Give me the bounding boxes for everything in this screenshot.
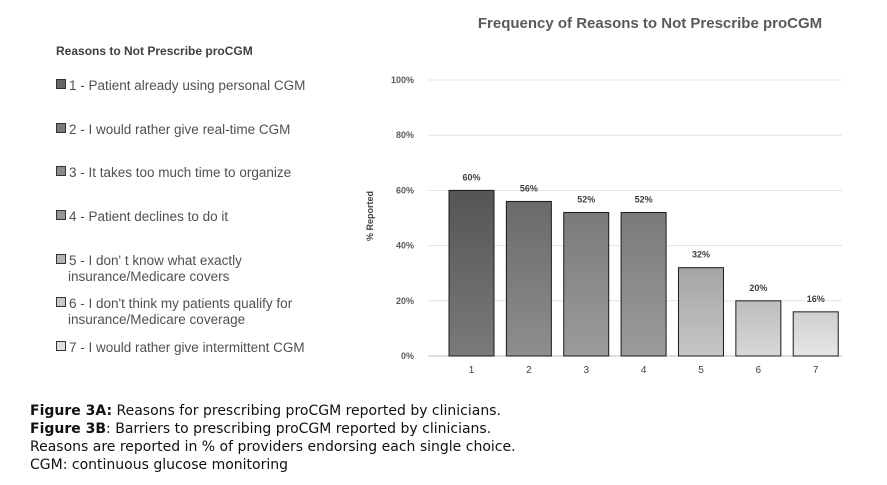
legend-item-label: 2 - I would rather give real-time CGM [69, 122, 291, 137]
legend-swatch [56, 166, 66, 176]
x-tick-label: 7 [813, 365, 819, 376]
legend-item-label: 5 - I don' t know what exactly [69, 253, 242, 268]
bar [735, 300, 782, 357]
legend-item: 6 - I don't think my patients qualify fo… [56, 296, 292, 328]
legend-swatch [56, 341, 66, 351]
legend-swatch [56, 79, 66, 89]
caption-figure-3b-label: Figure 3B [30, 421, 107, 437]
bar [563, 211, 610, 357]
y-axis-label: % Reported [365, 191, 375, 241]
x-tick-label: 3 [583, 365, 589, 376]
bar-chart: Frequency of Reasons to Not Prescribe pr… [365, 15, 842, 376]
legend-swatch [56, 297, 66, 307]
legend-item: 4 - Patient declines to do it [56, 209, 228, 225]
caption-line-1: Figure 3A: Reasons for prescribing proCG… [30, 402, 516, 420]
data-label: 52% [635, 194, 653, 204]
y-tick-label: 60% [396, 185, 414, 195]
y-tick-label: 20% [396, 296, 414, 306]
x-tick-label: 5 [698, 365, 704, 376]
legend-item: 3 - It takes too much time to organize [56, 165, 291, 181]
caption-figure-3a-label: Figure 3A: [30, 403, 113, 419]
bar [448, 189, 495, 357]
data-label: 52% [577, 194, 595, 204]
bar [505, 200, 552, 357]
legend-item-label-line2: insurance/Medicare covers [68, 269, 230, 284]
legend-item-label: 7 - I would rather give intermittent CGM [69, 340, 305, 355]
legend-item-label: 1 - Patient already using personal CGM [69, 78, 306, 93]
caption-figure-3a-text: Reasons for prescribing proCGM reported … [112, 403, 501, 419]
caption-figure-3b-text: : Barriers to prescribing proCGM reporte… [106, 421, 492, 437]
x-tick-label: 2 [526, 365, 532, 376]
caption-line-3: Reasons are reported in % of providers e… [30, 439, 516, 455]
x-tick-label: 4 [641, 365, 647, 376]
bars [448, 189, 839, 357]
chart-title: Frequency of Reasons to Not Prescribe pr… [478, 15, 822, 32]
bar [620, 211, 667, 357]
bar [677, 267, 724, 357]
bar [792, 311, 839, 357]
legend-item-label-line2: insurance/Medicare coverage [68, 312, 246, 327]
legend-item: 7 - I would rather give intermittent CGM [56, 340, 305, 356]
data-label: 60% [462, 172, 480, 182]
caption-line-4: CGM: continuous glucose monitoring [30, 457, 289, 473]
legend-title: Reasons to Not Prescribe proCGM [56, 44, 253, 58]
data-label: 56% [520, 183, 538, 193]
legend-swatch [56, 254, 66, 264]
y-tick-label: 40% [396, 241, 414, 251]
legend-item-label: 4 - Patient declines to do it [69, 209, 229, 224]
legend-item-label: 3 - It takes too much time to organize [69, 165, 292, 180]
legend-item: 5 - I don' t know what exactly insurance/… [56, 253, 242, 285]
figure-caption: Figure 3A: Reasons for prescribing proCG… [30, 402, 516, 474]
x-tick-label: 1 [469, 365, 475, 376]
caption-line-2: Figure 3B: Barriers to prescribing proCG… [30, 420, 516, 438]
y-tick-label: 0% [401, 351, 414, 361]
data-label: 20% [749, 283, 767, 293]
legend-item: 2 - I would rather give real-time CGM [56, 122, 290, 138]
legend-swatch [56, 123, 66, 133]
legend-swatch [56, 210, 66, 220]
legend-item: 1 - Patient already using personal CGM [56, 78, 305, 94]
legend-item-label: 6 - I don't think my patients qualify fo… [69, 296, 293, 311]
data-label: 32% [692, 250, 710, 260]
data-label: 16% [807, 294, 825, 304]
y-tick-label: 100% [391, 75, 414, 85]
x-tick-label: 6 [756, 365, 762, 376]
data-labels: 60% 1 56% 2 52% 3 52% 4 32% 5 20% 6 16% 7 [462, 172, 824, 376]
y-tick-label: 80% [396, 130, 414, 140]
